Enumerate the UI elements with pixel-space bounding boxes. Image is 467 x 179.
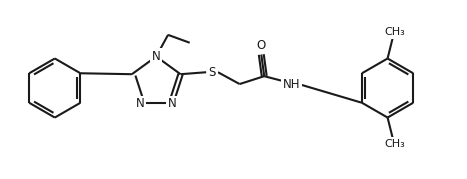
Text: NH: NH [283, 78, 301, 91]
Text: CH₃: CH₃ [384, 139, 405, 149]
Text: O: O [257, 39, 266, 52]
Text: CH₃: CH₃ [384, 27, 405, 37]
Text: N: N [152, 50, 161, 63]
Text: N: N [168, 97, 177, 110]
Text: N: N [136, 97, 145, 110]
Text: S: S [208, 66, 216, 79]
